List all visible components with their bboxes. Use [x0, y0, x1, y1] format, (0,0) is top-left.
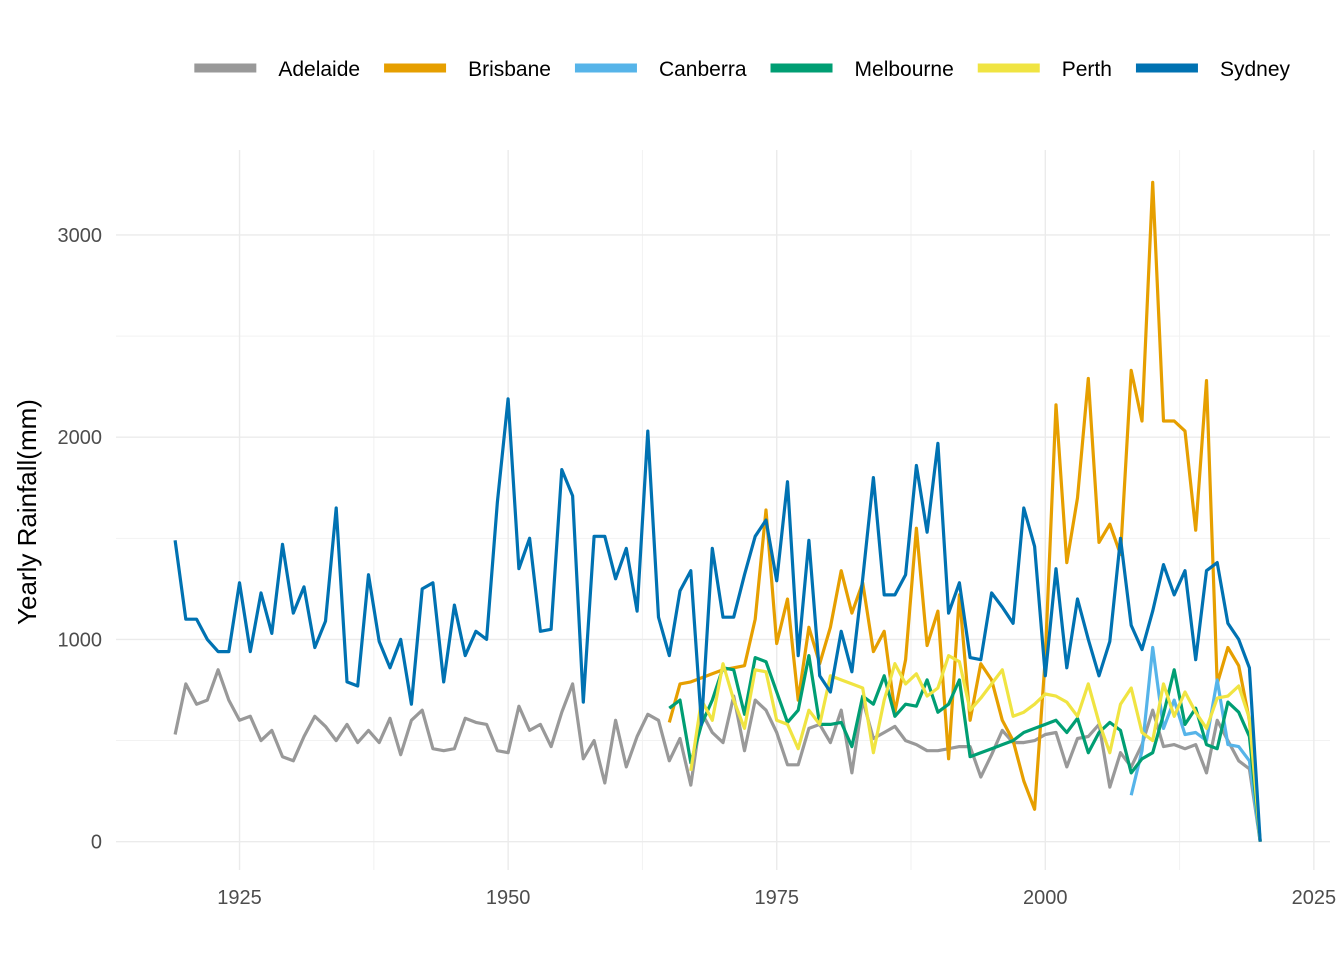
- legend-item-canberra: Canberra: [574, 58, 747, 81]
- y-tick-label: 3000: [58, 225, 103, 247]
- series-line-canberra: [1129, 645, 1262, 842]
- y-axis-tick-labels: 0 1000 2000 3000: [58, 225, 103, 854]
- series-line-brisbane: [667, 180, 1262, 842]
- y-tick-label: 0: [91, 832, 102, 854]
- x-tick-label: 1975: [754, 887, 799, 909]
- legend-label: Adelaide: [278, 58, 360, 81]
- x-tick-label: 1925: [217, 887, 262, 909]
- y-tick-label: 2000: [58, 427, 103, 449]
- legend-label: Perth: [1062, 58, 1112, 81]
- legend-label: Sydney: [1220, 58, 1291, 81]
- series-line-perth: [689, 653, 1262, 842]
- x-tick-label: 2025: [1292, 887, 1337, 909]
- y-axis-title: Yearly Rainfall(mm): [12, 399, 42, 625]
- legend-item-adelaide: Adelaide: [194, 58, 360, 81]
- legend-item-brisbane: Brisbane: [384, 58, 551, 81]
- x-tick-label: 1950: [486, 887, 531, 909]
- series-line-melbourne: [668, 653, 1262, 842]
- series-line-sydney: [173, 397, 1262, 842]
- series-line-adelaide: [173, 668, 1262, 842]
- legend-item-sydney: Sydney: [1135, 58, 1291, 81]
- legend-item-melbourne: Melbourne: [770, 58, 954, 81]
- y-tick-label: 1000: [58, 629, 103, 651]
- x-axis-tick-labels: 1925 1950 1975 2000 2025: [217, 887, 1336, 909]
- series-lines: [173, 180, 1262, 842]
- x-tick-label: 2000: [1023, 887, 1068, 909]
- legend-label: Melbourne: [855, 58, 954, 81]
- legend-item-perth: Perth: [977, 58, 1112, 81]
- legend-label: Brisbane: [468, 58, 551, 81]
- legend-label: Canberra: [659, 58, 747, 81]
- legend: Adelaide Brisbane Canberra Melbourne Perth Sy…: [194, 58, 1290, 81]
